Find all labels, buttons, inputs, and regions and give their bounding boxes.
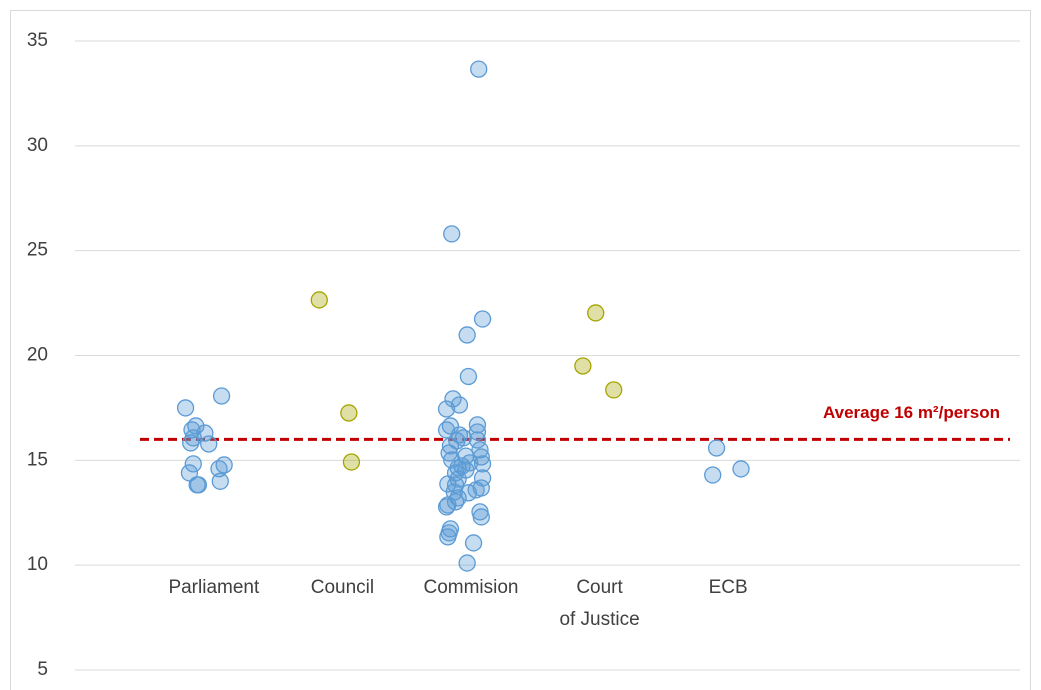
point: [471, 441, 489, 459]
point: [212, 387, 231, 405]
y-tick-label: 20: [27, 345, 48, 366]
chart-border: [10, 10, 1031, 690]
point: [473, 455, 492, 473]
point: [211, 472, 229, 490]
y-tick-label: 15: [27, 449, 48, 470]
point: [443, 225, 461, 243]
average-label: Average 16 m²/person: [823, 403, 1000, 422]
y-tick-label: 25: [27, 240, 48, 261]
point: [470, 60, 488, 78]
point: [441, 437, 460, 455]
point: [574, 357, 592, 375]
point: [707, 439, 726, 457]
point: [472, 508, 490, 526]
point: [182, 434, 200, 452]
y-tick-label: 10: [27, 554, 48, 575]
y-tick-label: 30: [27, 135, 48, 156]
point: [458, 554, 476, 572]
point: [184, 455, 202, 473]
point: [468, 431, 487, 449]
y-tick-label: 5: [37, 659, 48, 680]
point: [458, 326, 476, 344]
point: [437, 421, 456, 439]
point: [464, 534, 483, 552]
point: [605, 381, 623, 399]
point: [176, 399, 195, 417]
point: [310, 291, 328, 309]
point: [704, 466, 722, 484]
point: [444, 390, 462, 408]
point: [459, 367, 478, 386]
point: [437, 400, 456, 418]
point: [342, 453, 361, 471]
point: [450, 396, 469, 414]
x-tick-label: Court of Justice: [559, 577, 639, 630]
point: [468, 416, 487, 434]
point: [189, 476, 208, 494]
point: [210, 460, 228, 478]
point: [180, 464, 199, 482]
x-tick-label: Commision: [423, 577, 518, 598]
point: [200, 435, 218, 453]
x-tick-label: Parliament: [168, 577, 260, 598]
point: [340, 404, 358, 422]
point: [439, 528, 457, 546]
point: [473, 310, 492, 328]
point: [732, 460, 750, 478]
point: [437, 498, 456, 516]
x-tick-label: ECB: [709, 577, 748, 598]
x-tick-label: Council: [311, 577, 374, 598]
point: [587, 304, 605, 322]
y-tick-label: 35: [27, 30, 48, 51]
point: [459, 484, 478, 502]
